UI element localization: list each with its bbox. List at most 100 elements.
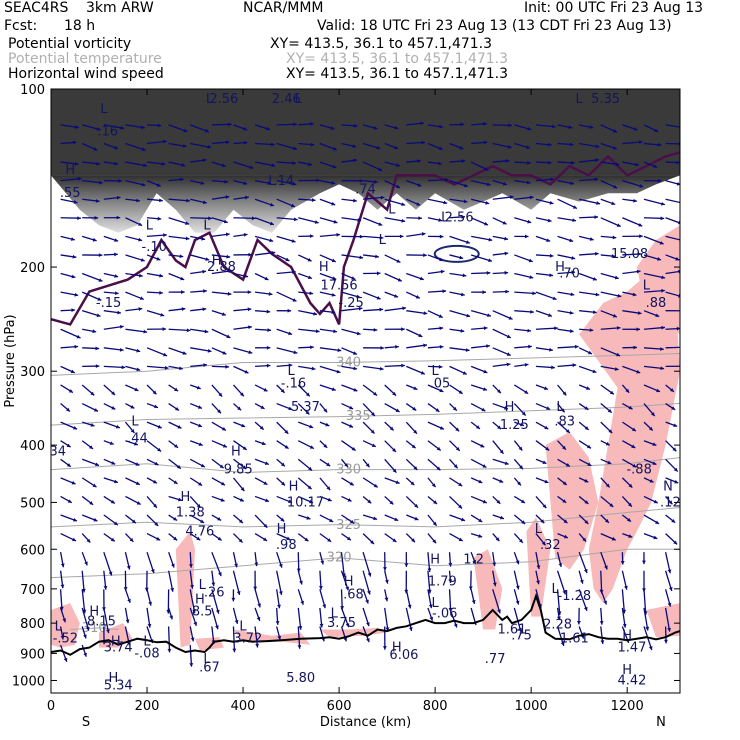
hl-value-label: 5.80 (286, 671, 315, 686)
wind-arrow (384, 327, 405, 332)
hl-value-label: L (100, 102, 108, 117)
wind-arrow (298, 254, 312, 262)
wind-arrow (211, 232, 230, 238)
wind-arrow (363, 271, 381, 276)
y-tick-label: 500 (20, 496, 45, 511)
wind-arrow (535, 440, 550, 451)
wind-arrow (297, 403, 310, 415)
wind-arrow (578, 384, 591, 390)
wind-arrow (103, 570, 108, 590)
wind-arrow (319, 328, 338, 334)
hl-value-label: 1.25 (500, 418, 529, 433)
wind-arrow (146, 477, 158, 484)
hl-value-label: 17.56 (320, 279, 357, 294)
wind-arrow (190, 124, 210, 133)
wind-arrow (363, 365, 384, 371)
wind-arrow (276, 308, 292, 313)
wind-arrow (557, 403, 566, 413)
hl-value-label: L (143, 635, 151, 650)
wind-arrow (492, 251, 509, 256)
wind-arrow (557, 124, 573, 130)
wind-arrow (255, 142, 275, 147)
wind-arrow (470, 440, 485, 448)
wind-arrow (103, 215, 121, 220)
hl-value-label: H (430, 553, 440, 568)
wind-arrow (103, 551, 113, 576)
wind-arrow (60, 140, 77, 145)
wind-arrow (665, 365, 680, 368)
wind-arrow (60, 124, 79, 129)
wind-arrow (492, 477, 504, 483)
wind-arrow (427, 289, 447, 294)
wind-arrow (276, 235, 296, 243)
hl-value-label: L (203, 218, 211, 233)
wind-arrow (557, 254, 576, 260)
wind-arrow (470, 402, 486, 412)
wind-arrow (449, 159, 466, 163)
wind-arrow (341, 272, 356, 280)
wind-arrow (190, 440, 203, 447)
wind-arrow (363, 307, 384, 312)
hl-value-label: L (552, 582, 560, 597)
wind-arrow (405, 533, 416, 543)
wind-arrow (168, 607, 174, 620)
hl-value-label: -.06 (432, 606, 457, 621)
wind-arrow (255, 345, 271, 350)
wind-arrow (103, 272, 119, 278)
wind-arrow (60, 235, 75, 241)
wind-arrow (341, 477, 355, 486)
wind-arrow (622, 161, 639, 167)
wind-arrow (59, 589, 64, 611)
hl-value-label: -.88 (626, 463, 651, 478)
wind-arrow (665, 310, 680, 312)
hl-value-label: L (331, 606, 339, 621)
wind-arrow (468, 570, 473, 591)
wind-arrow (514, 124, 532, 131)
wind-arrow (664, 607, 671, 632)
wind-arrow (427, 310, 443, 319)
hl-value-label: .26 (204, 585, 225, 600)
wind-arrow (384, 477, 400, 485)
wind-arrow (514, 179, 531, 185)
wind-arrow (254, 250, 276, 256)
wind-arrow (470, 310, 492, 318)
wind-arrow (405, 421, 418, 435)
wind-arrow (168, 124, 188, 133)
wind-arrow (362, 142, 381, 150)
wind-arrow (643, 458, 657, 466)
wind-arrow (427, 403, 440, 413)
wind-arrow (471, 344, 490, 349)
wind-arrow (622, 180, 644, 188)
wind-arrow (449, 291, 465, 297)
wind-arrow (211, 403, 222, 414)
wind-arrow (514, 254, 533, 263)
wind-arrow (189, 402, 203, 409)
wind-arrow (319, 552, 325, 565)
wind-arrow (276, 142, 298, 151)
hl-value-label: L (431, 596, 439, 611)
wind-arrow (600, 235, 617, 240)
wind-arrow (189, 589, 196, 614)
wind-arrow (168, 198, 191, 203)
wind-arrow (535, 124, 556, 129)
wind-arrow (665, 384, 675, 393)
wind-arrow (470, 179, 491, 187)
y-tick-label: 900 (20, 647, 45, 662)
wind-arrow (556, 552, 563, 568)
wind-arrow (578, 514, 589, 525)
wind-arrow (470, 365, 488, 374)
hl-value-label: 6.06 (389, 648, 418, 663)
wind-arrow (578, 421, 590, 431)
wind-arrow (406, 514, 419, 521)
wind-arrow (298, 234, 314, 239)
wind-arrow (254, 124, 271, 131)
wind-arrow (276, 533, 291, 541)
wind-arrow (449, 403, 458, 412)
wind-arrow (557, 421, 571, 434)
wind-arrow (622, 124, 638, 131)
wind-arrow (59, 626, 65, 640)
hl-value-label: L (643, 279, 651, 294)
legend-theta-coords: XY= 413.5, 36.1 to 457.1,471.3 (286, 51, 509, 67)
wind-arrow (211, 533, 222, 541)
wind-arrow (600, 403, 613, 414)
